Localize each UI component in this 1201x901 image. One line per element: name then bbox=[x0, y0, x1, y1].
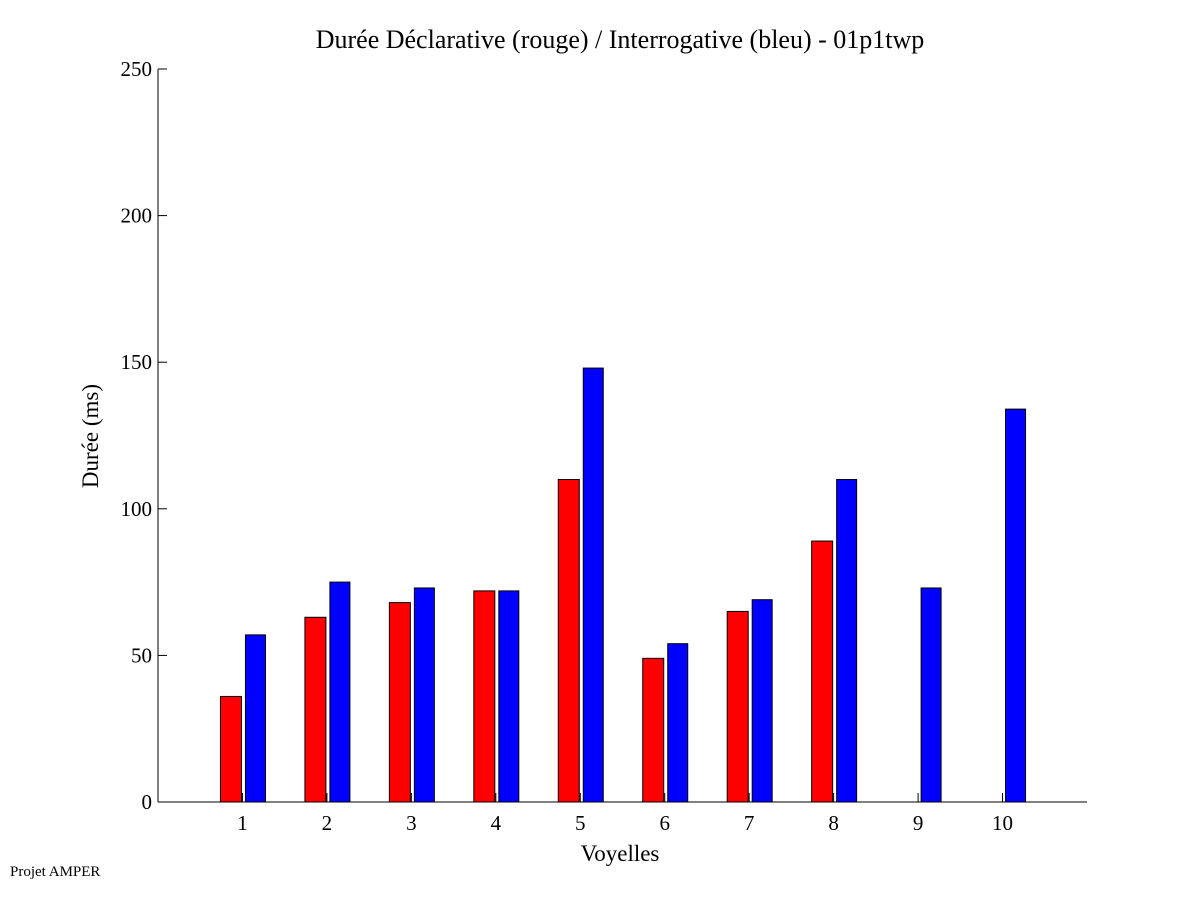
y-tick-label: 200 bbox=[121, 204, 153, 228]
bar-red-5 bbox=[557, 478, 580, 803]
bar-blue-1 bbox=[244, 634, 266, 803]
bar-red-8 bbox=[811, 540, 834, 803]
x-axis-label: Voyelles bbox=[581, 841, 660, 866]
bar-blue-10 bbox=[1005, 408, 1027, 803]
bar-blue-4 bbox=[498, 590, 520, 803]
bar-red-6 bbox=[642, 657, 665, 803]
y-tick-label: 150 bbox=[121, 350, 153, 374]
x-tick-label: 10 bbox=[992, 811, 1013, 835]
bar-red-4 bbox=[473, 590, 496, 803]
x-tick-label: 1 bbox=[237, 811, 248, 835]
bar-blue-2 bbox=[329, 581, 351, 803]
y-tick-label: 250 bbox=[121, 57, 153, 81]
x-tick-label: 7 bbox=[744, 811, 755, 835]
x-tick-label: 3 bbox=[406, 811, 417, 835]
bar-blue-9 bbox=[920, 587, 942, 803]
bar-blue-7 bbox=[751, 599, 773, 803]
x-tick-label: 9 bbox=[913, 811, 924, 835]
x-tick-label: 2 bbox=[322, 811, 333, 835]
y-tick-label: 50 bbox=[131, 643, 152, 667]
bar-blue-3 bbox=[413, 587, 435, 803]
x-tick-label: 5 bbox=[575, 811, 586, 835]
x-tick-label: 4 bbox=[491, 811, 502, 835]
bar-blue-8 bbox=[836, 478, 858, 803]
bar-blue-5 bbox=[582, 367, 604, 803]
footer-label: Projet AMPER bbox=[10, 864, 101, 880]
bar-red-1 bbox=[219, 695, 242, 803]
bar-red-2 bbox=[304, 616, 327, 803]
bar-blue-6 bbox=[667, 643, 689, 803]
x-tick-label: 8 bbox=[828, 811, 839, 835]
bar-red-7 bbox=[726, 610, 749, 803]
y-axis-label: Durée (ms) bbox=[78, 384, 103, 488]
y-tick-label: 100 bbox=[121, 497, 153, 521]
bar-red-3 bbox=[388, 602, 411, 803]
y-tick-label: 0 bbox=[142, 790, 153, 814]
chart-title: Durée Déclarative (rouge) / Interrogativ… bbox=[316, 25, 925, 54]
x-tick-label: 6 bbox=[659, 811, 670, 835]
